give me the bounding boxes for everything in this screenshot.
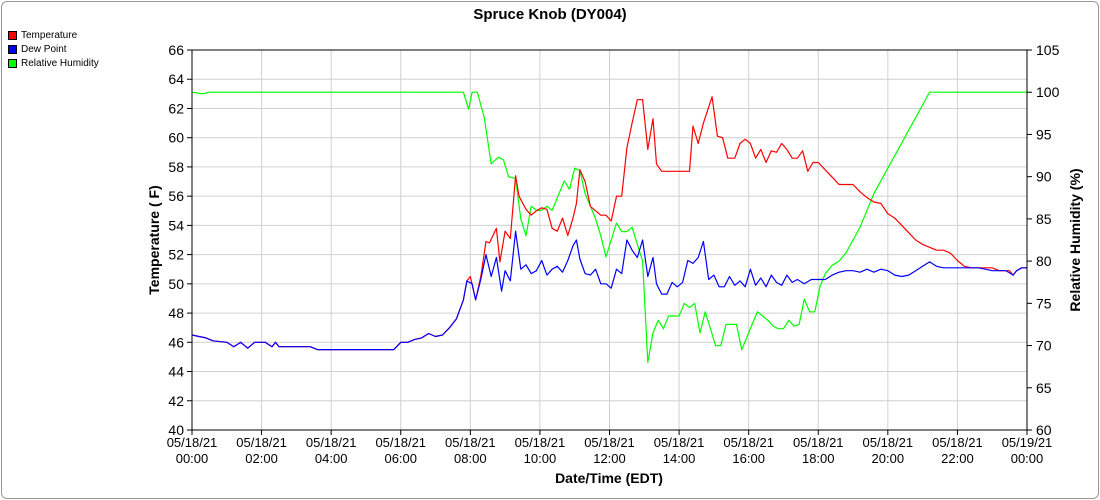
x-tick-label-time-12: 00:00	[1011, 451, 1044, 466]
x-tick-label-time-7: 14:00	[663, 451, 696, 466]
y-tick-label-right-2: 70	[1036, 338, 1052, 354]
x-tick-label-time-3: 06:00	[384, 451, 417, 466]
x-tick-label-date-4: 05/18/21	[445, 435, 496, 450]
legend-item-dew-point: Dew Point	[8, 42, 99, 56]
x-tick-label-date-6: 05/18/21	[584, 435, 635, 450]
y-tick-label-left-13: 66	[168, 42, 184, 58]
y-tick-label-left-8: 56	[168, 188, 184, 204]
y-tick-label-left-9: 58	[168, 159, 184, 175]
y-axis-label-left: Temperature ( F)	[146, 185, 162, 294]
legend-label-temperature: Temperature	[21, 29, 78, 41]
y-tick-label-right-4: 80	[1036, 253, 1052, 269]
axes: 40 42 44 46 48 50 52 54 56 58 60 62 64 66 60 65 70 75 80 85…	[167, 42, 1060, 466]
legend: Temperature Dew Point Relative Humidity	[8, 28, 99, 70]
x-tick-label-time-1: 02:00	[245, 451, 278, 466]
x-tick-label-time-11: 22:00	[941, 451, 974, 466]
x-tick-label-date-10: 05/18/21	[863, 435, 914, 450]
y-tick-label-left-12: 64	[168, 71, 184, 87]
y-tick-label-right-0: 60	[1036, 422, 1052, 438]
y-tick-label-left-7: 54	[168, 217, 184, 233]
x-tick-label-date-7: 05/18/21	[654, 435, 705, 450]
x-tick-label-time-8: 16:00	[732, 451, 765, 466]
x-tick-label-date-11: 05/18/21	[932, 435, 983, 450]
x-tick-label-time-10: 20:00	[872, 451, 905, 466]
legend-label-relative-humidity: Relative Humidity	[21, 57, 99, 69]
y-tick-label-left-2: 44	[168, 364, 184, 380]
y-tick-label-right-7: 95	[1036, 126, 1052, 142]
x-tick-label-time-0: 00:00	[176, 451, 209, 466]
y-tick-label-right-8: 100	[1036, 84, 1060, 100]
x-tick-label-date-1: 05/18/21	[236, 435, 287, 450]
x-tick-label-time-5: 10:00	[524, 451, 557, 466]
legend-swatch-temperature	[8, 30, 17, 40]
x-tick-label-time-6: 12:00	[593, 451, 626, 466]
x-tick-label-date-0: 05/18/21	[167, 435, 218, 450]
legend-swatch-dew-point	[8, 44, 17, 54]
legend-label-dew-point: Dew Point	[21, 43, 67, 55]
x-tick-label-date-8: 05/18/21	[723, 435, 774, 450]
x-tick-label-date-12: 05/19/21	[1002, 435, 1053, 450]
chart-title: Spruce Knob (DY004)	[473, 6, 626, 23]
plot-area-border	[191, 49, 1028, 431]
x-tick-label-date-9: 05/18/21	[793, 435, 844, 450]
y-tick-label-right-5: 85	[1036, 211, 1052, 227]
x-tick-label-time-9: 18:00	[802, 451, 835, 466]
y-tick-label-right-9: 105	[1036, 42, 1060, 58]
x-tick-label-time-2: 04:00	[315, 451, 348, 466]
x-tick-label-date-5: 05/18/21	[515, 435, 566, 450]
x-tick-label-date-2: 05/18/21	[306, 435, 357, 450]
series-line-dew-point	[191, 230, 1027, 351]
legend-item-relative-humidity: Relative Humidity	[8, 56, 99, 70]
y-tick-label-left-5: 50	[168, 276, 184, 292]
y-axis-label-right: Relative Humidity (%)	[1067, 168, 1083, 311]
y-tick-label-left-6: 52	[168, 247, 184, 263]
series-lines	[191, 91, 1027, 363]
x-tick-label-time-4: 08:00	[454, 451, 487, 466]
series-line-relative-humidity	[191, 91, 1027, 363]
y-tick-label-left-0: 40	[168, 422, 184, 438]
y-tick-label-left-3: 46	[168, 334, 184, 350]
y-tick-label-left-10: 60	[168, 130, 184, 146]
y-tick-label-right-3: 75	[1036, 295, 1052, 311]
x-axis-label: Date/Time (EDT)	[555, 470, 663, 486]
y-tick-label-right-6: 90	[1036, 169, 1052, 185]
x-tick-label-date-3: 05/18/21	[375, 435, 426, 450]
y-tick-label-left-11: 62	[168, 100, 184, 116]
y-tick-label-left-1: 42	[168, 393, 184, 409]
y-tick-label-left-4: 48	[168, 305, 184, 321]
y-tick-label-right-1: 65	[1036, 380, 1052, 396]
legend-swatch-relative-humidity	[8, 58, 17, 68]
grid	[191, 49, 1028, 431]
legend-item-temperature: Temperature	[8, 28, 99, 42]
